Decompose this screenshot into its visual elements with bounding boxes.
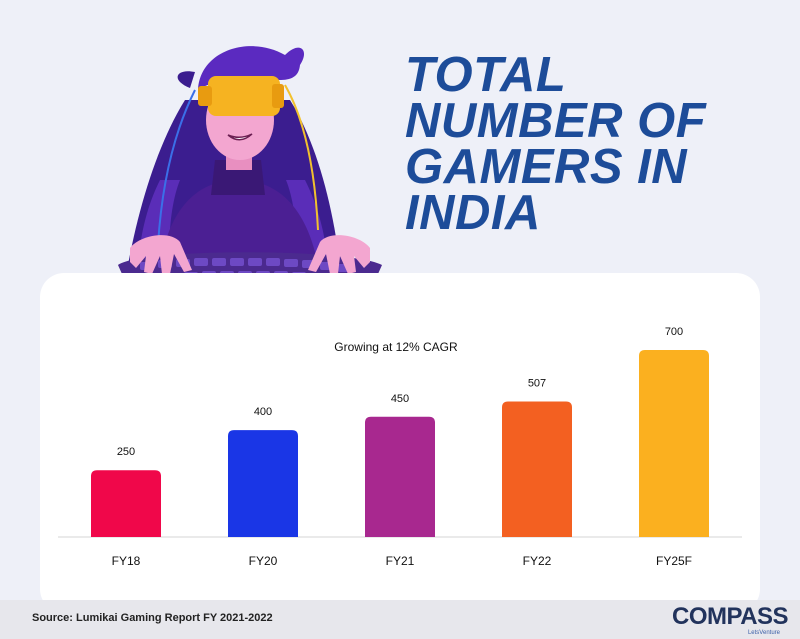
title-line: NUMBER OF: [405, 94, 707, 148]
title-line: TOTAL: [405, 48, 567, 102]
category-label: FY21: [386, 554, 415, 568]
footer: Source: Lumikai Gaming Report FY 2021-20…: [0, 600, 800, 639]
compass-logo: COMPASS LetsVenture: [672, 603, 789, 637]
category-label: FY22: [523, 554, 552, 568]
gamer-with-vr-headset-icon: [118, 46, 382, 292]
source-note: Source: Lumikai Gaming Report FY 2021-20…: [32, 612, 273, 624]
bar-fy25f: [639, 350, 709, 537]
bar-chart: Growing at 12% CAGR 250 FY18 400 FY20 450 FY2…: [58, 326, 742, 568]
bar-fy20: [228, 430, 298, 537]
bars-group: 250 FY18 400 FY20 450 FY21 507 FY22 700 FY25F: [91, 326, 709, 568]
title-line: GAMERS IN: [405, 140, 688, 194]
value-label: 507: [528, 378, 546, 390]
value-label: 700: [665, 326, 683, 338]
bar-fy21: [365, 416, 435, 537]
logo-subtext: LetsVenture: [747, 630, 780, 636]
bar-fy18: [91, 470, 161, 537]
value-label: 250: [117, 446, 135, 458]
title-line: INDIA: [405, 186, 541, 240]
value-label: 450: [391, 393, 409, 405]
logo-text: COMPASS: [672, 603, 789, 630]
bar-fy22: [502, 401, 572, 537]
category-label: FY18: [112, 554, 141, 568]
chart-card: Growing at 12% CAGR 250 FY18 400 FY20 450 FY2…: [40, 273, 760, 613]
category-label: FY25F: [656, 554, 692, 568]
value-label: 400: [254, 406, 272, 418]
category-label: FY20: [249, 554, 278, 568]
page-title: TOTAL NUMBER OF GAMERS IN INDIA: [405, 48, 785, 240]
chart-subtitle: Growing at 12% CAGR: [334, 340, 458, 354]
